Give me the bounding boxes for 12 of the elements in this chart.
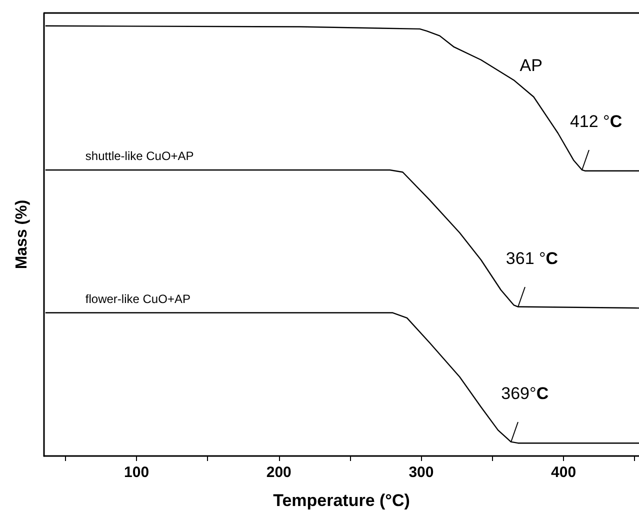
y-axis-title: Mass (%) (14, 200, 30, 270)
series-label: flower-like CuO+AP (85, 292, 190, 306)
x-tick-label: 400 (551, 464, 576, 481)
x-axis-title: Temperature (°C) (273, 491, 410, 510)
x-tick-label: 300 (408, 464, 434, 481)
x-tick-label: 200 (266, 464, 292, 481)
annotation: 369°C (501, 384, 549, 403)
annotation: 361 °C (506, 248, 558, 268)
annotation: 412 °C (570, 112, 622, 131)
series-label: shuttle-like CuO+AP (85, 148, 194, 163)
series-label: AP (520, 56, 542, 76)
x-tick-label: 100 (124, 464, 150, 481)
